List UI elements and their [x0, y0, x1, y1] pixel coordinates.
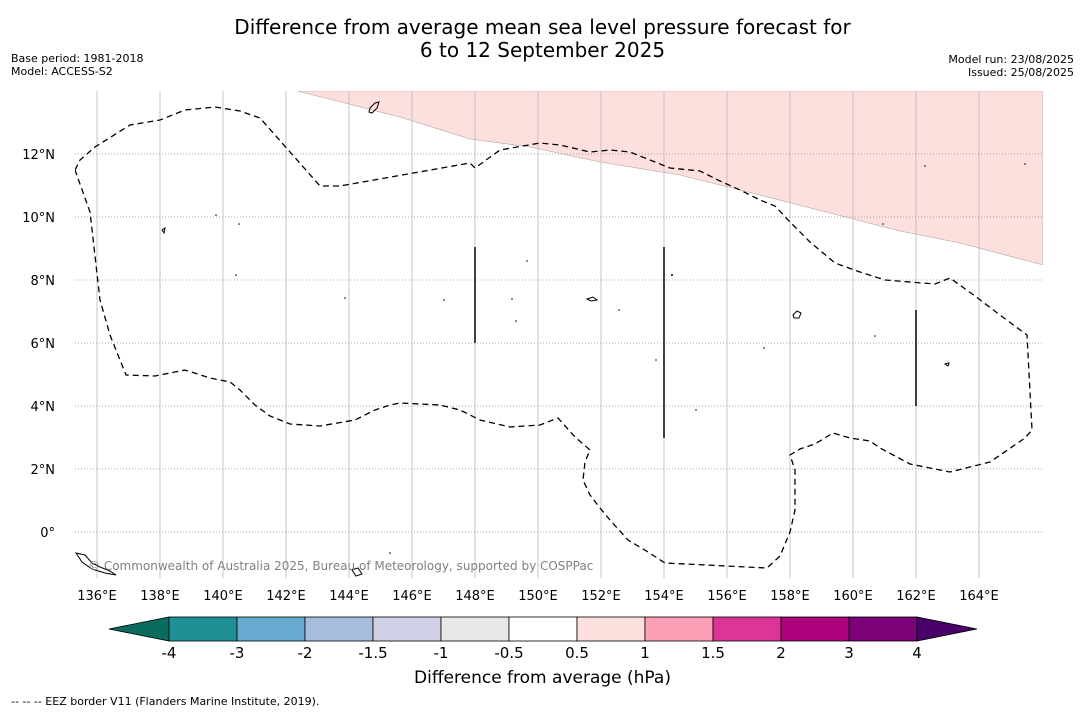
colorbar-tick-label: -1: [434, 644, 449, 662]
island-dot: [344, 297, 346, 299]
longitude-gridlines: [96, 91, 980, 578]
anomaly-region: [296, 91, 1043, 266]
lon-tick-label: 140°E: [203, 589, 243, 604]
lon-tick-label: 154°E: [644, 589, 684, 604]
colorbar-segment: [712, 616, 782, 642]
colorbar-segment: [644, 616, 714, 642]
island-outlines: [75, 101, 950, 577]
colorbar-extend-high: [916, 616, 978, 642]
colorbar-tick-label: -0.5: [494, 644, 523, 662]
island-outline: [792, 310, 802, 319]
colorbar-tick-label: -3: [230, 644, 245, 662]
island-dot: [389, 552, 391, 554]
meta-left: Base period: 1981-2018 Model: ACCESS-S2: [11, 52, 143, 78]
lat-tick-label: 8°N: [31, 274, 56, 289]
colorbar-segment: [780, 616, 850, 642]
lat-tick-label: 10°N: [22, 211, 55, 226]
colorbar-label: Difference from average (hPa): [414, 668, 671, 688]
colorbar: -4 -3 -2 -1.5 -1 -0.5 0.5 1 1.5 2 3 4: [108, 616, 978, 662]
lat-tick-label: 6°N: [31, 337, 56, 352]
island-dot: [882, 223, 884, 225]
title-line-2: 6 to 12 September 2025: [419, 38, 666, 62]
lon-tick-label: 136°E: [77, 589, 117, 604]
island-dot: [238, 223, 240, 225]
colorbar-tick-label: -2: [298, 644, 313, 662]
colorbar-tick-label: -1.5: [358, 644, 387, 662]
island-dot: [695, 409, 697, 411]
colorbar-segment: [372, 616, 442, 642]
lat-tick-label: 2°N: [31, 463, 56, 478]
model-text: Model: ACCESS-S2: [11, 65, 113, 78]
model-run-text: Model run: 23/08/2025: [948, 53, 1074, 66]
meta-right: Model run: 23/08/2025 Issued: 25/08/2025: [948, 53, 1074, 79]
island-dot: [655, 359, 657, 361]
lon-tick-label: 142°E: [266, 589, 306, 604]
colorbar-segment: [304, 616, 374, 642]
island-dot: [443, 299, 445, 301]
island-dot: [618, 309, 620, 311]
lon-tick-label: 152°E: [581, 589, 621, 604]
eez-legend-text: -- -- -- EEZ border V11 (Flanders Marine…: [11, 695, 320, 708]
island-dot: [1024, 163, 1026, 165]
lon-tick-label: 150°E: [518, 589, 558, 604]
lon-tick-label: 160°E: [833, 589, 873, 604]
lon-tick-label: 164°E: [959, 589, 999, 604]
lat-tick-label: 12°N: [22, 148, 55, 163]
colorbar-tick-label: -4: [162, 644, 177, 662]
map-area: © Commonwealth of Australia 2025, Bureau…: [75, 91, 1043, 578]
island-outline: [943, 362, 950, 367]
eez-border: [75, 106, 1033, 569]
island-dot: [671, 274, 673, 276]
title-line-1: Difference from average mean sea level p…: [234, 15, 851, 39]
island-outline: [351, 567, 363, 577]
colorbar-tick-label: 0.5: [565, 644, 589, 662]
colorbar-segment: [236, 616, 306, 642]
lon-tick-label: 162°E: [896, 589, 936, 604]
lon-tick-label: 158°E: [770, 589, 810, 604]
island-outline: [161, 226, 166, 235]
latitude-labels: 12°N 10°N 8°N 6°N 4°N 2°N 0°: [22, 148, 55, 541]
island-dots: [215, 163, 1026, 554]
colorbar-segment: [576, 616, 646, 642]
base-period-text: Base period: 1981-2018: [11, 52, 144, 65]
copyright-text: © Commonwealth of Australia 2025, Bureau…: [88, 559, 593, 573]
island-dot: [763, 347, 765, 349]
issued-text: Issued: 25/08/2025: [967, 66, 1074, 79]
lat-tick-label: 4°N: [31, 400, 56, 415]
lon-tick-label: 156°E: [707, 589, 747, 604]
colorbar-segment: [508, 616, 578, 642]
colorbar-segment: [168, 616, 238, 642]
longitude-labels: 136°E 138°E 140°E 142°E 144°E 146°E 148°E 150°E…: [77, 589, 999, 604]
island-dot: [924, 165, 926, 167]
island-dot: [235, 274, 237, 276]
island-dot: [515, 320, 517, 322]
island-dot: [874, 335, 876, 337]
colorbar-segment: [440, 616, 510, 642]
island-dot: [511, 298, 513, 300]
island-outline: [585, 296, 599, 302]
colorbar-tick-label: 1.5: [701, 644, 725, 662]
island-dot: [526, 260, 528, 262]
island-dot: [215, 214, 217, 216]
colorbar-tick-label: 3: [844, 644, 854, 662]
colorbar-tick-label: 2: [776, 644, 786, 662]
lon-tick-label: 148°E: [455, 589, 495, 604]
lat-tick-label: 0°: [40, 526, 55, 541]
colorbar-tick-label: 1: [640, 644, 650, 662]
lon-tick-label: 138°E: [140, 589, 180, 604]
lon-tick-label: 144°E: [329, 589, 369, 604]
island-outline: [75, 552, 117, 576]
latitude-gridlines: [75, 153, 1043, 533]
island-outline: [368, 101, 380, 114]
colorbar-tick-label: 4: [912, 644, 922, 662]
colorbar-extend-low: [108, 616, 170, 642]
colorbar-segment: [848, 616, 918, 642]
lon-tick-label: 146°E: [392, 589, 432, 604]
